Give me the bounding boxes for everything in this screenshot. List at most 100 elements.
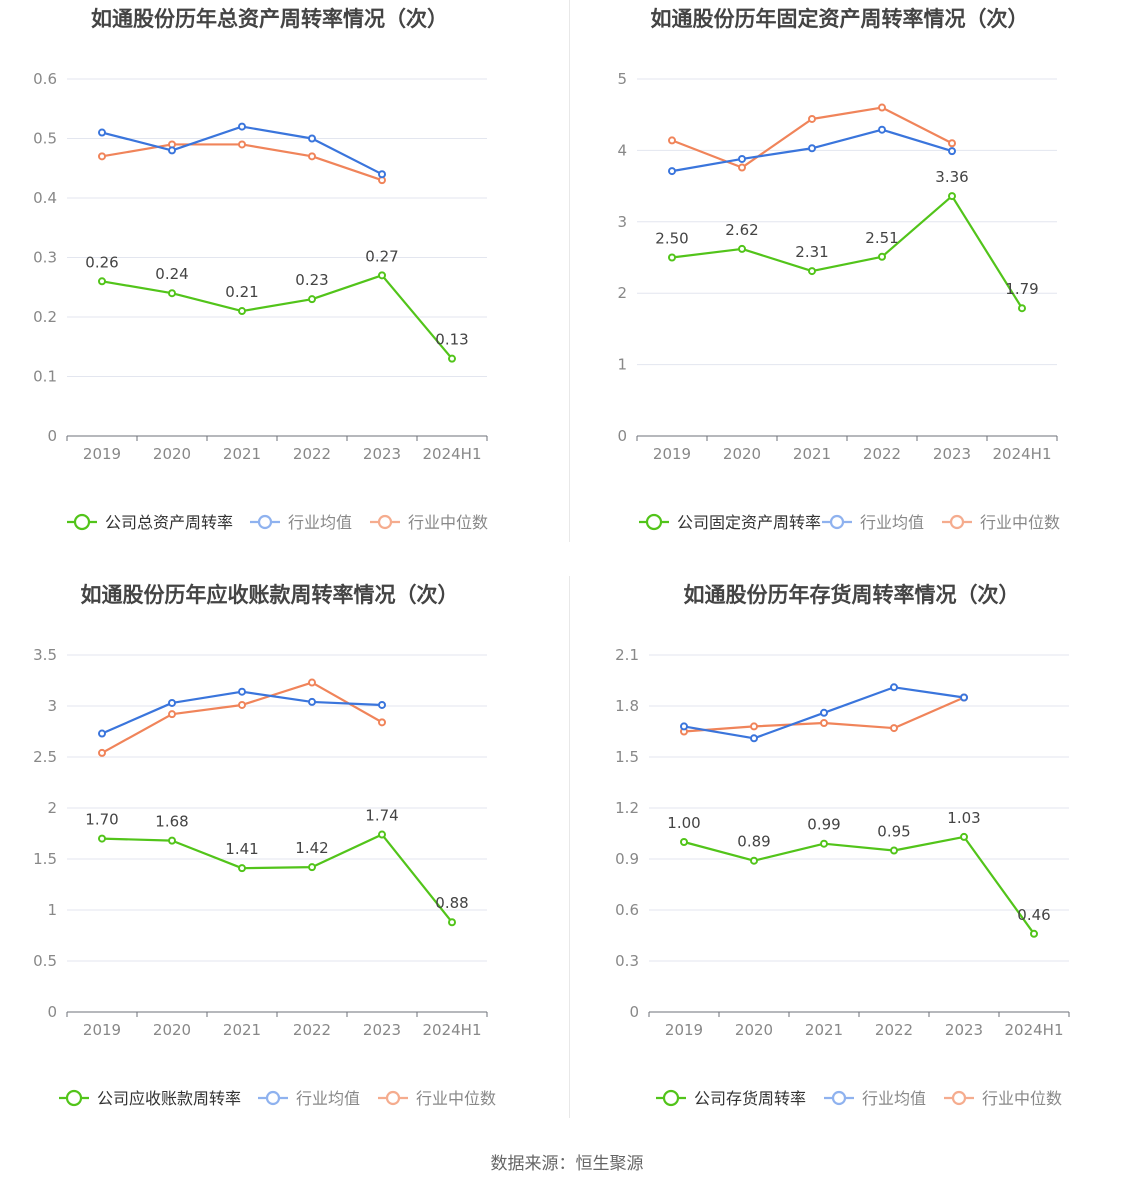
data-label: 3.36 [935, 168, 968, 186]
data-point-average [820, 708, 828, 717]
x-tick-label: 2019 [665, 1021, 703, 1039]
y-tick-label: 2.5 [33, 748, 57, 766]
data-label: 0.27 [365, 247, 398, 265]
chart-panel-receivables-turnover: 如通股份历年应收账款周转率情况（次） 0 0.5 1 1.5 2 2.5 3 3.5 2019 20… [0, 576, 567, 1152]
data-point-median [808, 114, 816, 123]
y-tick-label: 2.1 [615, 646, 639, 664]
y-tick-label: 0 [629, 1003, 639, 1021]
legend-label-average: 行业均值 [288, 513, 352, 532]
data-point-average [738, 154, 746, 163]
data-point-company [98, 277, 106, 286]
data-point-company [308, 295, 316, 304]
panel-divider-bottom [569, 576, 570, 1118]
data-label: 0.23 [295, 271, 328, 289]
data-point-company [378, 830, 386, 839]
data-point-average [98, 729, 106, 738]
data-point-average [378, 700, 386, 709]
x-tick-label: 2019 [83, 445, 121, 463]
chart-panel-total-asset-turnover: 如通股份历年总资产周转率情况（次） 0 0.1 0.2 0.3 0.4 0.5 0.6 2019… [0, 0, 567, 576]
data-point-company [738, 244, 746, 253]
data-label: 0.13 [435, 331, 468, 349]
x-tick-label: 2020 [153, 445, 191, 463]
data-point-company [960, 832, 968, 841]
data-point-company [448, 918, 456, 927]
data-point-company [448, 354, 456, 363]
data-point-average [308, 134, 316, 143]
x-tick-label: 2023 [945, 1021, 983, 1039]
data-point-company [750, 856, 758, 865]
x-tick-label: 2024H1 [423, 1021, 482, 1039]
line-chart: 如通股份历年总资产周转率情况（次） 0 0.1 0.2 0.3 0.4 0.5 0.6 2019… [33, 7, 488, 532]
data-point-average [680, 722, 688, 731]
data-point-average [890, 683, 898, 692]
data-point-average [238, 122, 246, 131]
data-point-average [308, 697, 316, 706]
x-tick-label: 2023 [363, 445, 401, 463]
data-label: 0.21 [225, 283, 258, 301]
y-tick-label: 3 [47, 697, 57, 715]
data-label: 0.46 [1017, 906, 1050, 924]
y-tick-label: 1.5 [615, 748, 639, 766]
x-tick-label: 2024H1 [993, 445, 1052, 463]
legend-marker-median [949, 514, 965, 530]
y-tick-label: 0.5 [33, 952, 57, 970]
legend-label-company: 公司固定资产周转率 [677, 513, 821, 532]
data-label: 1.74 [365, 807, 398, 825]
y-tick-label: 0.6 [33, 70, 57, 88]
data-label: 0.24 [155, 265, 188, 283]
data-point-company [98, 834, 106, 843]
data-point-company [238, 307, 246, 316]
panel-divider-top [569, 0, 570, 542]
legend-marker-company [65, 1089, 83, 1107]
x-tick-label: 2019 [653, 445, 691, 463]
x-tick-label: 2022 [293, 445, 331, 463]
x-tick-label: 2022 [875, 1021, 913, 1039]
x-tick-label: 2024H1 [1005, 1021, 1064, 1039]
x-tick-label: 2022 [863, 445, 901, 463]
x-tick-label: 2021 [793, 445, 831, 463]
legend-marker-median [377, 514, 393, 530]
data-point-average [378, 170, 386, 179]
series-line-average [101, 125, 383, 176]
legend-label-median: 行业中位数 [416, 1089, 496, 1108]
x-tick-label: 2020 [735, 1021, 773, 1039]
data-label: 2.31 [795, 243, 828, 261]
y-tick-label: 3.5 [33, 646, 57, 664]
legend-marker-average [257, 514, 273, 530]
data-point-median [168, 710, 176, 719]
data-point-company [308, 863, 316, 872]
y-tick-label: 0.5 [33, 130, 57, 148]
data-point-company [948, 192, 956, 201]
chart-title: 如通股份历年应收账款周转率情况（次） [81, 583, 459, 607]
data-point-company [1030, 929, 1038, 938]
x-tick-label: 2023 [933, 445, 971, 463]
legend-label-company: 公司存货周转率 [694, 1089, 806, 1108]
data-point-average [98, 128, 106, 137]
data-point-average [238, 687, 246, 696]
data-point-company [878, 252, 886, 261]
data-point-company [890, 846, 898, 855]
data-label: 0.26 [85, 253, 118, 271]
series-line-company [683, 835, 1035, 935]
legend-label-company: 公司应收账款周转率 [97, 1089, 241, 1108]
y-tick-label: 1 [617, 356, 627, 374]
x-tick-label: 2021 [223, 445, 261, 463]
y-tick-label: 3 [617, 213, 627, 231]
data-point-median [378, 718, 386, 727]
data-label: 0.89 [737, 833, 770, 851]
y-tick-label: 2 [617, 284, 627, 302]
data-point-company [668, 253, 676, 262]
line-chart: 如通股份历年存货周转率情况（次） 0 0.3 0.6 0.9 1.2 1.5 1.8 2.1 20… [615, 583, 1070, 1108]
chart-panel-inventory-turnover: 如通股份历年存货周转率情况（次） 0 0.3 0.6 0.9 1.2 1.5 1.8 2.1 20… [567, 576, 1134, 1152]
data-point-company [680, 838, 688, 846]
series-line-company [101, 274, 453, 360]
data-point-company [808, 267, 816, 276]
data-point-company [378, 271, 386, 280]
data-label: 1.70 [85, 811, 118, 829]
y-tick-label: 5 [617, 70, 627, 88]
x-tick-label: 2019 [83, 1021, 121, 1039]
legend-marker-company [73, 513, 91, 531]
data-point-company [238, 864, 246, 873]
series-line-median [101, 143, 383, 182]
data-label: 1.42 [295, 839, 328, 857]
